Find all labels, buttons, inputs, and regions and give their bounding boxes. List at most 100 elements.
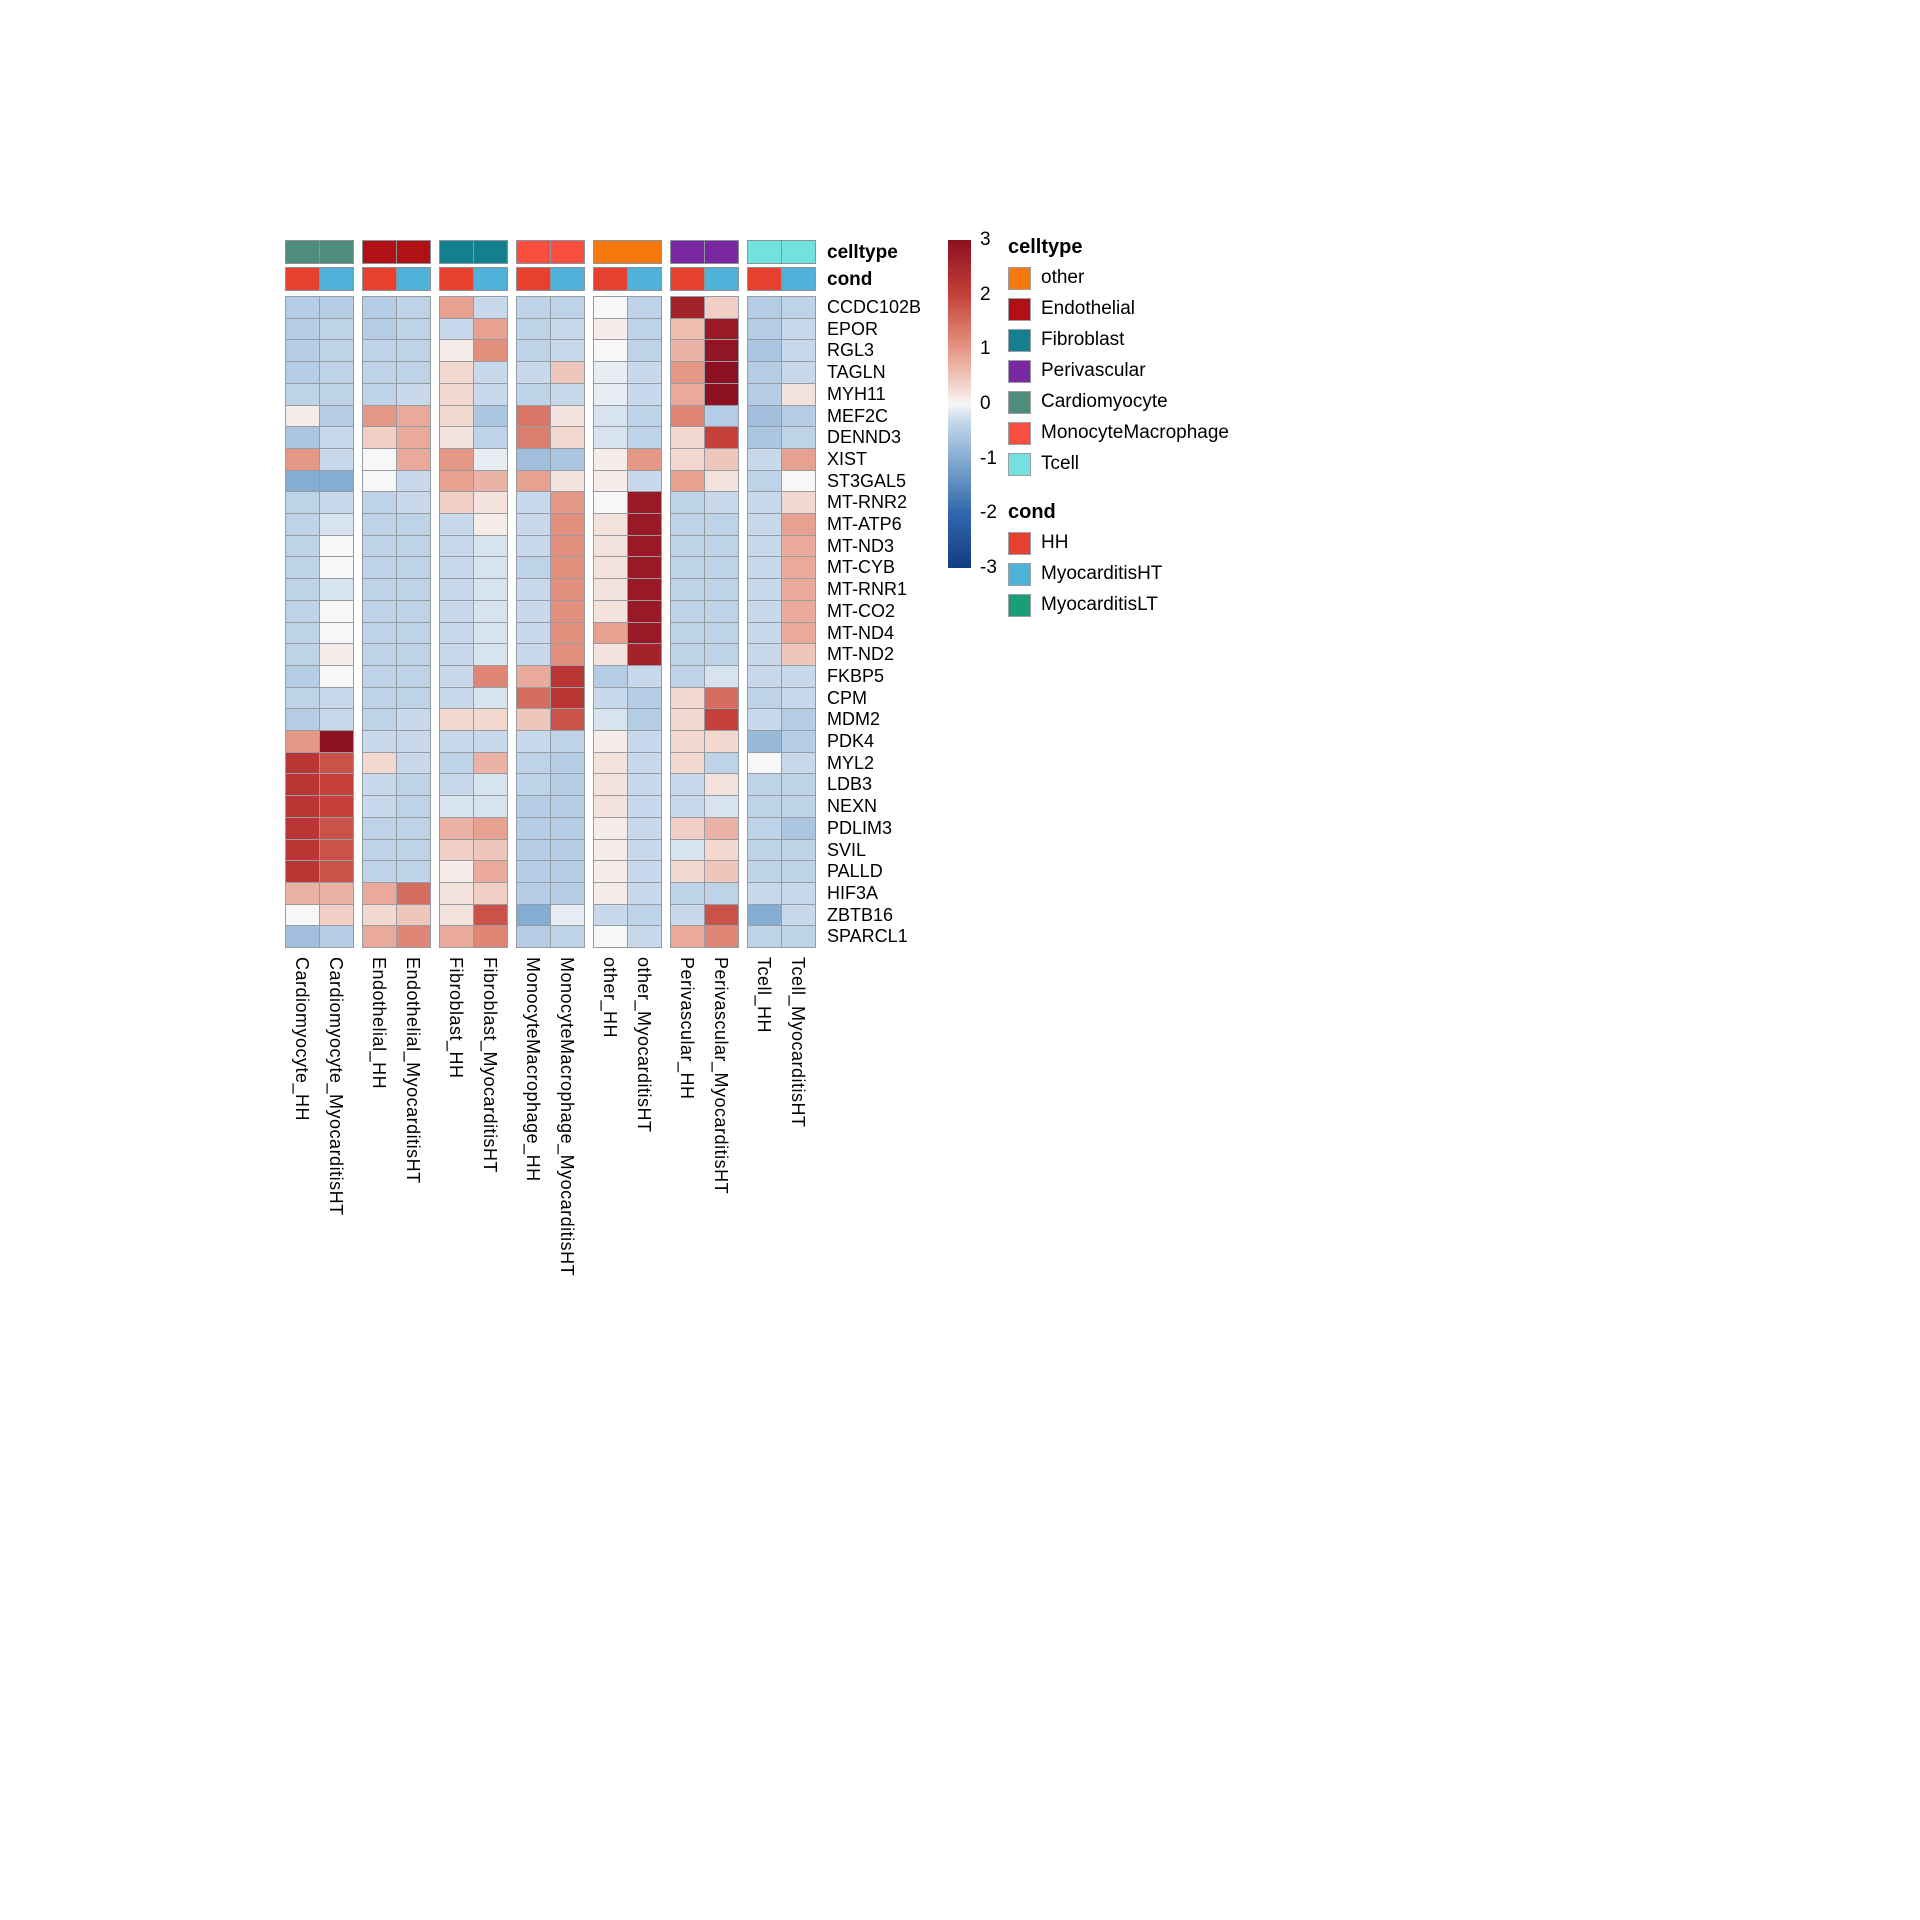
heatmap-cell [550,535,585,557]
heatmap-cell [670,578,705,601]
cond-annotation-cell [319,267,354,291]
heatmap-cell [473,296,508,319]
heatmap-cell [362,405,397,427]
heatmap-cell [319,318,354,340]
celltype-legend-title: celltype [1008,236,1083,258]
heatmap-cell [362,470,397,492]
column-label: other_MyocarditisHT [634,957,654,1133]
cond-annotation-cell [362,267,397,291]
gene-label: MT-ATP6 [827,514,902,534]
heatmap-cell [473,426,508,449]
heatmap-cell [362,730,397,753]
heatmap-cell [473,491,508,514]
heatmap-cell [670,817,705,840]
heatmap-cell [704,752,739,774]
heatmap-cell [396,578,431,601]
heatmap-cell [439,643,474,666]
heatmap-cell [781,383,816,406]
heatmap-cell [747,513,782,536]
heatmap-cell [781,817,816,840]
heatmap-cell [781,600,816,623]
celltype-annotation-cell [627,240,662,264]
heatmap-cell [593,817,628,840]
heatmap-cell [319,773,354,796]
heatmap-cell [285,752,320,774]
heatmap-cell [704,925,739,948]
legend-item-label: MonocyteMacrophage [1041,422,1229,443]
heatmap-cell [516,904,551,926]
heatmap-cell [781,622,816,644]
colorbar-tick-label: -3 [980,557,997,578]
heatmap-cell [704,361,739,384]
heatmap-cell [747,470,782,492]
heatmap-cell [473,817,508,840]
heatmap-cell [781,860,816,883]
heatmap-cell [439,405,474,427]
heatmap-cell [747,339,782,362]
gene-label: SVIL [827,840,867,860]
heatmap-cell [439,491,474,514]
heatmap-cell [670,622,705,644]
heatmap-cell [516,600,551,623]
heatmap-cell [747,839,782,861]
heatmap-cell [362,426,397,449]
heatmap-cell [627,622,662,644]
heatmap-cell [516,882,551,905]
heatmap-cell [627,383,662,406]
heatmap-cell [550,643,585,666]
cond-color-swatch [1008,593,1031,617]
heatmap-cell [319,817,354,840]
heatmap-cell [781,339,816,362]
heatmap-cell [285,665,320,688]
heatmap-cell [362,535,397,557]
heatmap-cell [670,730,705,753]
heatmap-cell [550,361,585,384]
heatmap-cell [627,904,662,926]
heatmap-cell [550,773,585,796]
legend-item: MyocarditisLT [1008,593,1158,617]
heatmap-cell [285,795,320,818]
heatmap-cell [285,405,320,427]
legend-item: HH [1008,531,1068,555]
heatmap-cell [670,535,705,557]
heatmap-cell [627,752,662,774]
colorbar-tick-label: -1 [980,447,997,469]
heatmap-cell [550,795,585,818]
heatmap-cell [473,578,508,601]
heatmap-cell [627,839,662,861]
heatmap-cell [285,491,320,514]
colorbar-gradient [948,240,971,568]
heatmap-cell [747,556,782,579]
heatmap-cell [319,491,354,514]
heatmap-cell [396,535,431,557]
heatmap-cell [593,752,628,774]
heatmap-cell [593,904,628,926]
heatmap-cell [285,318,320,340]
heatmap-cell [473,752,508,774]
heatmap-cell [285,426,320,449]
heatmap-cell [473,665,508,688]
heatmap-cell [704,318,739,340]
heatmap-cell [516,339,551,362]
heatmap-cell [362,622,397,644]
heatmap-cell [593,426,628,449]
column-label: Tcell_HH [754,957,774,1034]
celltype-annotation-cell [516,240,551,264]
heatmap-cell [285,600,320,623]
heatmap-cell [285,470,320,492]
heatmap-cell [473,708,508,731]
heatmap-cell [473,470,508,492]
heatmap-cell [396,470,431,492]
heatmap-cell [550,339,585,362]
gene-label: NEXN [827,796,878,816]
heatmap-cell [439,556,474,579]
heatmap-cell [362,665,397,688]
legend-item: Fibroblast [1008,328,1124,352]
celltype-annotation-cell [550,240,585,264]
heatmap-cell [362,773,397,796]
heatmap-cell [627,773,662,796]
heatmap-cell [285,817,320,840]
cond-annotation-cell [747,267,782,291]
heatmap-cell [396,622,431,644]
heatmap-cell [593,578,628,601]
